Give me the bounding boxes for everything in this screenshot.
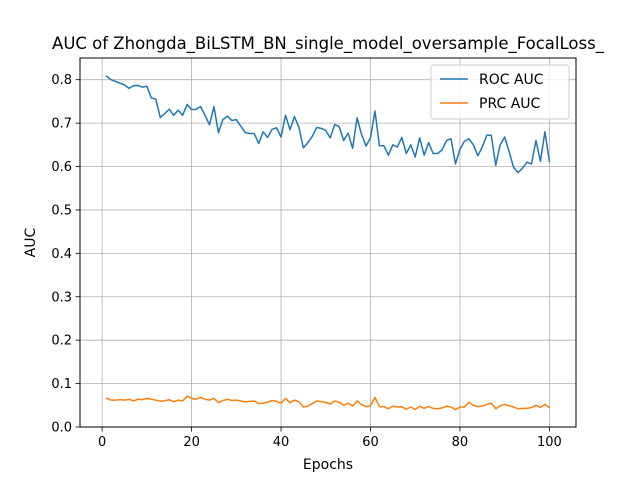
grid-lines: [80, 58, 576, 428]
x-tick-label: 20: [183, 435, 200, 450]
y-tick-label: 0.5: [51, 203, 72, 218]
plot-frame: [79, 57, 577, 428]
y-tick-label: 0.2: [51, 334, 72, 349]
chart-title: AUC of Zhongda_BiLSTM_BN_single_model_ov…: [52, 34, 605, 54]
x-tick-label: 100: [537, 435, 562, 450]
x-tick-label: 80: [452, 435, 469, 450]
legend: ROC AUC PRC AUC: [430, 64, 570, 120]
series-line-prc-auc: [105, 395, 551, 411]
x-tick-label: 40: [273, 435, 290, 450]
y-tick-label: 0.6: [51, 160, 72, 175]
y-tick-label: 0.4: [51, 247, 72, 262]
y-tick-label: 0.7: [51, 117, 72, 132]
x-tick-label: 60: [362, 435, 379, 450]
y-axis-label: AUC: [23, 227, 39, 257]
series-lines: [105, 75, 551, 411]
y-tick-label: 0.0: [51, 421, 72, 436]
series-line-roc-auc: [105, 75, 551, 174]
y-tick-label: 0.8: [51, 73, 72, 88]
x-tick-label: 0: [98, 435, 106, 450]
x-axis-label: Epochs: [303, 457, 353, 473]
y-tick-label: 0.3: [51, 290, 72, 305]
axis-ticks: 0 20 40 60 80 100 0.0 0.1 0.2 0.3 0.4 0.5 0.6 0.7 0.8: [51, 73, 561, 450]
legend-label-prc-auc: PRC AUC: [479, 96, 541, 112]
legend-label-roc-auc: ROC AUC: [479, 72, 544, 88]
y-tick-label: 0.1: [51, 377, 72, 392]
